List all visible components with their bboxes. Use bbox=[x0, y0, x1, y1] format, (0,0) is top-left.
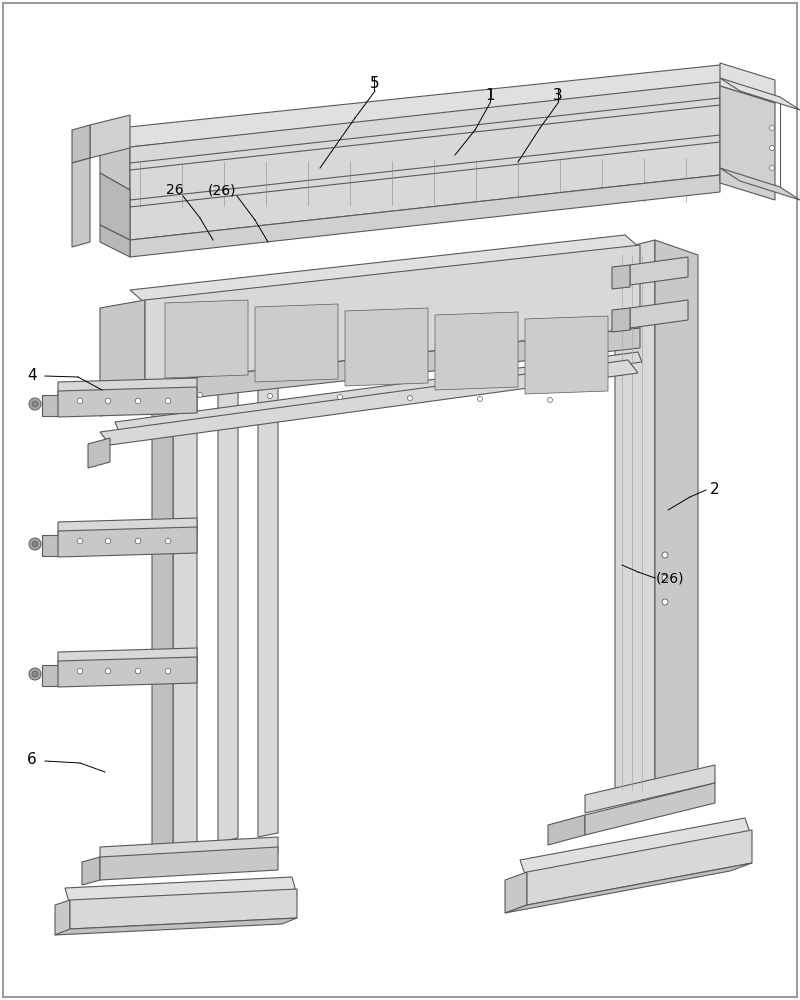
Polygon shape bbox=[630, 300, 688, 328]
Circle shape bbox=[267, 393, 273, 398]
Polygon shape bbox=[42, 665, 58, 686]
Circle shape bbox=[32, 671, 38, 677]
Polygon shape bbox=[72, 125, 90, 163]
Polygon shape bbox=[90, 115, 130, 158]
Circle shape bbox=[662, 599, 668, 605]
Polygon shape bbox=[130, 235, 640, 303]
Circle shape bbox=[165, 398, 171, 404]
Circle shape bbox=[770, 125, 774, 130]
Polygon shape bbox=[115, 352, 642, 432]
Polygon shape bbox=[548, 815, 585, 845]
Circle shape bbox=[32, 541, 38, 547]
Polygon shape bbox=[173, 295, 197, 847]
Polygon shape bbox=[218, 288, 238, 842]
Polygon shape bbox=[505, 872, 527, 913]
Text: (26): (26) bbox=[208, 183, 236, 197]
Circle shape bbox=[77, 398, 83, 404]
Polygon shape bbox=[527, 830, 752, 905]
Circle shape bbox=[198, 392, 202, 397]
Polygon shape bbox=[72, 158, 90, 247]
Polygon shape bbox=[100, 65, 750, 147]
Circle shape bbox=[770, 145, 774, 150]
Polygon shape bbox=[42, 535, 58, 556]
Text: 1: 1 bbox=[485, 88, 495, 103]
Polygon shape bbox=[100, 388, 145, 416]
Polygon shape bbox=[100, 130, 130, 190]
Polygon shape bbox=[655, 240, 698, 805]
Circle shape bbox=[338, 394, 342, 399]
Circle shape bbox=[662, 575, 668, 581]
Text: 2: 2 bbox=[710, 483, 720, 497]
Polygon shape bbox=[55, 900, 70, 935]
Polygon shape bbox=[70, 889, 297, 929]
Polygon shape bbox=[435, 312, 518, 390]
Polygon shape bbox=[58, 518, 197, 535]
Polygon shape bbox=[720, 168, 800, 200]
Circle shape bbox=[547, 397, 553, 402]
Polygon shape bbox=[525, 316, 608, 394]
Circle shape bbox=[478, 396, 482, 401]
Polygon shape bbox=[720, 86, 775, 200]
Polygon shape bbox=[145, 328, 640, 403]
Polygon shape bbox=[55, 918, 297, 935]
Circle shape bbox=[106, 538, 110, 544]
Circle shape bbox=[165, 538, 171, 544]
Circle shape bbox=[32, 401, 38, 407]
Polygon shape bbox=[612, 308, 630, 332]
Polygon shape bbox=[58, 387, 197, 417]
Polygon shape bbox=[720, 63, 775, 103]
Circle shape bbox=[106, 668, 110, 674]
Text: 5: 5 bbox=[370, 76, 380, 91]
Polygon shape bbox=[630, 257, 688, 285]
Polygon shape bbox=[100, 837, 278, 863]
Polygon shape bbox=[82, 857, 100, 885]
Polygon shape bbox=[505, 863, 752, 913]
Circle shape bbox=[77, 538, 83, 544]
Polygon shape bbox=[100, 300, 145, 396]
Circle shape bbox=[29, 668, 41, 680]
Circle shape bbox=[135, 538, 141, 544]
Polygon shape bbox=[58, 527, 197, 557]
Polygon shape bbox=[615, 240, 655, 805]
Polygon shape bbox=[520, 818, 752, 880]
Polygon shape bbox=[612, 265, 630, 289]
Polygon shape bbox=[258, 283, 278, 837]
Polygon shape bbox=[585, 765, 715, 813]
Text: 4: 4 bbox=[27, 367, 37, 382]
Circle shape bbox=[770, 165, 774, 170]
Polygon shape bbox=[130, 175, 720, 257]
Polygon shape bbox=[100, 360, 638, 445]
Text: 3: 3 bbox=[553, 88, 563, 103]
Text: 6: 6 bbox=[27, 752, 37, 768]
Circle shape bbox=[135, 398, 141, 404]
Circle shape bbox=[662, 552, 668, 558]
Polygon shape bbox=[58, 657, 197, 687]
Polygon shape bbox=[255, 304, 338, 382]
Circle shape bbox=[106, 398, 110, 404]
Circle shape bbox=[135, 668, 141, 674]
Polygon shape bbox=[88, 438, 110, 468]
Polygon shape bbox=[585, 783, 715, 835]
Polygon shape bbox=[58, 378, 197, 395]
Circle shape bbox=[165, 668, 171, 674]
Polygon shape bbox=[165, 300, 248, 378]
Polygon shape bbox=[152, 300, 173, 852]
Circle shape bbox=[77, 668, 83, 674]
Polygon shape bbox=[65, 877, 297, 906]
Polygon shape bbox=[42, 395, 58, 416]
Polygon shape bbox=[100, 173, 130, 240]
Polygon shape bbox=[145, 245, 640, 383]
Circle shape bbox=[407, 395, 413, 400]
Polygon shape bbox=[130, 82, 720, 240]
Polygon shape bbox=[720, 78, 800, 110]
Polygon shape bbox=[100, 225, 130, 257]
Circle shape bbox=[29, 538, 41, 550]
Polygon shape bbox=[100, 847, 278, 880]
Circle shape bbox=[29, 398, 41, 410]
Text: 26: 26 bbox=[166, 183, 184, 197]
Polygon shape bbox=[345, 308, 428, 386]
Text: (26): (26) bbox=[656, 571, 684, 585]
Polygon shape bbox=[58, 648, 197, 665]
